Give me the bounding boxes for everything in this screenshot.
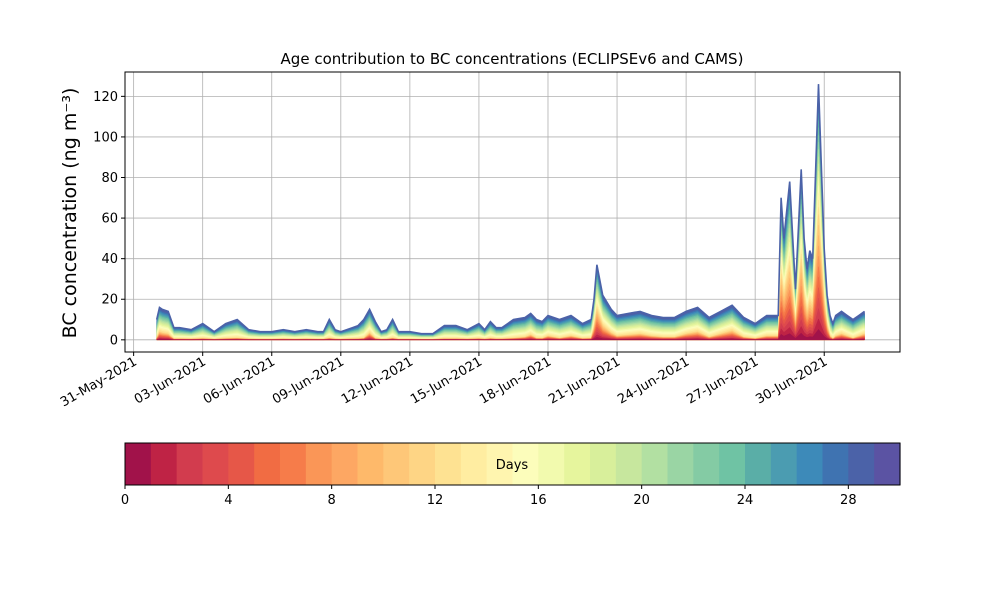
colorbar-tick-label: 24 bbox=[737, 493, 754, 508]
plot-frame bbox=[124, 71, 901, 353]
colorbar-ticks: 0 4 8 12 16 20 24 28 bbox=[121, 485, 857, 508]
y-tick-label: 60 bbox=[101, 212, 118, 227]
colorbar-swatch bbox=[125, 443, 152, 485]
colorbar-frame bbox=[124, 442, 901, 486]
colorbar-tick-label: 20 bbox=[633, 493, 650, 508]
colorbar-swatch bbox=[667, 443, 694, 485]
colorbar-swatch bbox=[383, 443, 410, 485]
colorbar-swatch bbox=[745, 443, 772, 485]
age-band-area bbox=[156, 185, 865, 341]
age-band-area bbox=[156, 91, 865, 341]
colorbar-swatch bbox=[228, 443, 255, 485]
colorbar-swatch bbox=[693, 443, 720, 485]
y-axis-label: BC concentration (ng m⁻³) bbox=[59, 88, 81, 339]
x-tick-label: 15-Jun-2021 bbox=[408, 354, 485, 407]
y-tick-label: 120 bbox=[93, 90, 118, 105]
colorbar-tick-label: 4 bbox=[224, 493, 232, 508]
age-band-area bbox=[156, 113, 865, 341]
colorbar-swatch bbox=[874, 443, 901, 485]
chart-title: Age contribution to BC concentrations (E… bbox=[281, 50, 744, 68]
age-band-area bbox=[156, 120, 865, 341]
colorbar-swatch bbox=[305, 443, 333, 485]
y-axis-ticks: 0 20 40 60 80 100 120 bbox=[93, 90, 125, 348]
age-band-area bbox=[156, 163, 865, 341]
x-tick-label: 31-May-2021 bbox=[58, 354, 140, 410]
x-tick-label: 30-Jun-2021 bbox=[753, 354, 830, 407]
stacked-areas bbox=[155, 84, 865, 341]
colorbar-swatch bbox=[641, 443, 669, 485]
age-band-area bbox=[156, 192, 865, 341]
colorbar-swatch bbox=[331, 443, 359, 485]
x-tick-label: 24-Jun-2021 bbox=[615, 354, 692, 407]
x-tick-label: 09-Jun-2021 bbox=[270, 354, 347, 407]
age-band-area bbox=[156, 199, 865, 341]
y-tick-label: 20 bbox=[101, 293, 118, 308]
colorbar-swatch bbox=[564, 443, 591, 485]
colorbar-swatch bbox=[822, 443, 849, 485]
y-tick-label: 80 bbox=[101, 171, 118, 186]
colorbar bbox=[124, 442, 901, 486]
colorbar-swatch bbox=[796, 443, 824, 485]
colorbar-swatch bbox=[176, 443, 204, 485]
x-tick-label: 18-Jun-2021 bbox=[477, 354, 554, 407]
colorbar-swatch bbox=[254, 443, 281, 485]
age-band-area bbox=[156, 171, 865, 341]
x-tick-label: 12-Jun-2021 bbox=[339, 354, 416, 407]
colorbar-swatch bbox=[150, 443, 178, 485]
colorbar-swatch bbox=[615, 443, 643, 485]
colorbar-swatch bbox=[719, 443, 746, 485]
colorbar-swatch bbox=[770, 443, 798, 485]
age-band-area bbox=[156, 98, 865, 341]
colorbar-swatch bbox=[409, 443, 436, 485]
y-tick-label: 100 bbox=[93, 130, 118, 145]
colorbar-tick-label: 0 bbox=[121, 493, 129, 508]
colorbar-swatch bbox=[590, 443, 617, 485]
age-band-area bbox=[156, 328, 865, 341]
colorbar-swatch bbox=[512, 443, 539, 485]
x-tick-label: 03-Jun-2021 bbox=[132, 354, 209, 407]
colorbar-swatch bbox=[435, 443, 462, 485]
x-tick-label: 21-Jun-2021 bbox=[546, 354, 623, 407]
x-axis-ticks: 31-May-202103-Jun-202106-Jun-202109-Jun-… bbox=[58, 352, 830, 410]
colorbar-swatch bbox=[357, 443, 384, 485]
colorbar-tick-label: 8 bbox=[328, 493, 336, 508]
colorbar-tick-label: 12 bbox=[427, 493, 444, 508]
age-band-area bbox=[156, 207, 865, 341]
age-band-area bbox=[156, 142, 865, 341]
colorbar-swatch bbox=[538, 443, 565, 485]
y-tick-label: 40 bbox=[101, 252, 118, 267]
colorbar-tick-label: 28 bbox=[840, 493, 857, 508]
colorbar-swatch bbox=[486, 443, 514, 485]
colorbar-swatch bbox=[202, 443, 229, 485]
age-band-area bbox=[156, 84, 865, 341]
age-band-area bbox=[156, 156, 865, 341]
total-concentration-line bbox=[155, 84, 865, 335]
colorbar-label: Days bbox=[496, 458, 529, 473]
colorbar-swatch bbox=[460, 443, 488, 485]
colorbar-swatch bbox=[280, 443, 307, 485]
y-tick-label: 0 bbox=[110, 333, 118, 348]
x-tick-label: 06-Jun-2021 bbox=[201, 354, 278, 407]
colorbar-tick-label: 16 bbox=[530, 493, 547, 508]
age-band-area bbox=[156, 105, 865, 341]
age-band-area bbox=[156, 127, 865, 341]
x-tick-label: 27-Jun-2021 bbox=[684, 354, 761, 407]
colorbar-swatch bbox=[848, 443, 875, 485]
age-band-area bbox=[156, 134, 865, 341]
